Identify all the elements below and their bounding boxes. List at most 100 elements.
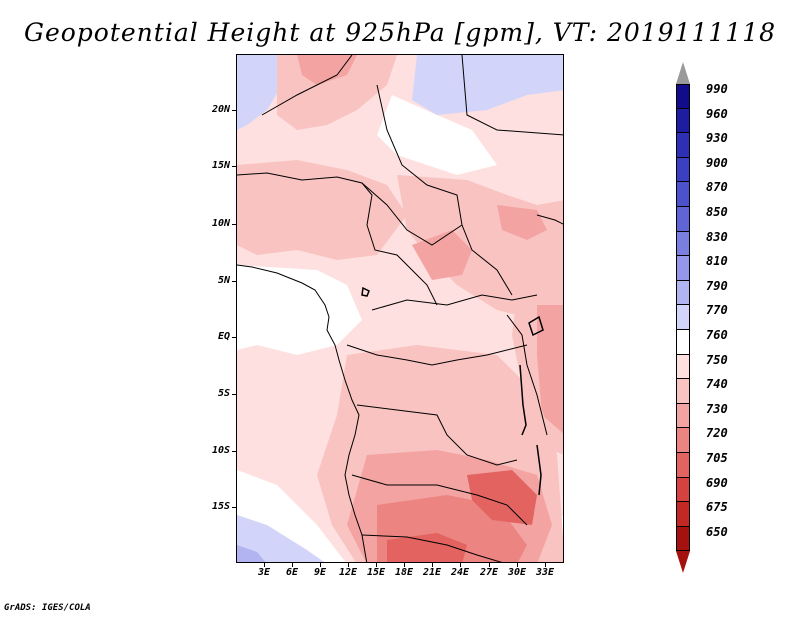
colorbar-label: 990 <box>706 82 728 96</box>
colorbar-label: 810 <box>706 254 728 269</box>
lat-label-15n: 15N <box>211 160 230 171</box>
lon-tick <box>320 563 321 567</box>
colorbar-segment <box>676 231 690 257</box>
colorbar-segment <box>676 330 690 355</box>
lon-tick <box>460 563 461 567</box>
colorbar-label: 650 <box>706 524 728 539</box>
lat-tick <box>232 281 236 282</box>
lon-tick <box>292 563 293 567</box>
lon-tick <box>376 563 377 567</box>
field-zone-760-north <box>377 95 497 175</box>
lat-label-20n: 20N <box>211 104 230 115</box>
lon-label-6e: 6E <box>285 567 299 578</box>
lat-label-5s: 5S <box>217 388 230 399</box>
colorbar-label: 770 <box>706 303 728 318</box>
political-boundaries <box>237 55 563 562</box>
geopotential-field <box>237 55 563 562</box>
lat-tick <box>232 224 236 225</box>
drc-angola-border <box>356 404 518 466</box>
field-zone-730-lakes <box>537 305 563 434</box>
colorbar-label: 900 <box>706 155 728 170</box>
field-zone-705-namibia <box>387 533 467 562</box>
angola-zambia-border <box>351 474 528 526</box>
colorbar-bottom-arrow <box>676 551 690 574</box>
libya-chad-sudan-border <box>376 84 513 296</box>
field-zone-760-gulf <box>237 265 362 355</box>
lon-tick <box>404 563 405 567</box>
colorbar-segment <box>676 182 690 207</box>
ethiopia-border <box>536 214 563 225</box>
lat-label-10n: 10N <box>211 218 230 229</box>
colorbar-label: 730 <box>706 401 728 416</box>
lon-label-27e: 27E <box>479 567 499 578</box>
lon-label-24e: 24E <box>450 567 470 578</box>
colorbar-label: 930 <box>706 131 728 146</box>
field-zone-790-sw <box>237 545 266 562</box>
colorbar-label: 760 <box>706 328 728 342</box>
colorbar-segment <box>676 133 690 158</box>
namibia-botswana-border <box>361 534 503 562</box>
lon-tick <box>489 563 490 567</box>
lakes-outlines <box>361 286 544 496</box>
map-title: Geopotential Height at 925hPa [gpm], VT:… <box>23 18 777 47</box>
field-zone-770-ne <box>412 55 563 115</box>
lat-tick <box>232 110 236 111</box>
lake-tanganyika <box>519 364 527 436</box>
colorbar-segment <box>676 305 690 330</box>
field-zone-730-north <box>297 55 357 85</box>
lat-tick <box>232 337 236 338</box>
colorbar-label: 705 <box>706 451 728 465</box>
niger-chad-border <box>361 182 463 246</box>
lon-label-3e: 3E <box>257 567 271 578</box>
lake-victoria <box>528 315 544 337</box>
lake-malawi <box>536 444 542 496</box>
lon-label-21e: 21E <box>422 567 442 578</box>
field-zone-730-sudan <box>497 205 547 240</box>
lon-label-18e: 18E <box>394 567 414 578</box>
lon-label-9e: 9E <box>313 567 327 578</box>
colorbar-segment <box>676 502 690 527</box>
lat-label-10s: 10S <box>211 445 230 456</box>
egypt-sudan-border <box>461 55 563 136</box>
lon-tick <box>545 563 546 567</box>
colorbar-segment <box>676 453 690 478</box>
colorbar-segment <box>676 108 690 134</box>
colorbar-segment <box>676 157 690 183</box>
colorbar-segment <box>676 526 690 552</box>
lon-tick <box>432 563 433 567</box>
colorbar-label: 790 <box>706 278 728 293</box>
colorbar-label: 720 <box>706 426 728 441</box>
lon-label-12e: 12E <box>338 567 358 578</box>
great-lakes-border <box>506 314 548 436</box>
field-zone-770-sw <box>237 515 325 562</box>
colorbar-segment <box>676 84 690 109</box>
lon-tick <box>517 563 518 567</box>
colorbar-label: 690 <box>706 475 728 490</box>
colorbar-segment <box>676 428 690 453</box>
colorbar-label: 960 <box>706 106 728 121</box>
colorbar-label: 675 <box>706 500 728 515</box>
lat-label-eq: EQ <box>217 331 230 342</box>
car-border <box>371 294 538 311</box>
congo-north-border <box>346 344 528 366</box>
lat-label-5n: 5N <box>217 275 230 286</box>
lake-chad <box>361 286 370 297</box>
lat-tick <box>232 394 236 395</box>
atlantic-coastline <box>237 264 368 562</box>
lat-label-15s: 15S <box>211 501 230 512</box>
map-panel <box>236 54 564 563</box>
colorbar-segment <box>676 280 690 306</box>
colorbar-label: 870 <box>706 180 728 195</box>
colorbar-segment <box>676 207 690 232</box>
lon-label-15e: 15E <box>366 567 386 578</box>
lat-tick <box>232 166 236 167</box>
colorbar-label: 750 <box>706 352 728 367</box>
lon-label-30e: 30E <box>507 567 527 578</box>
colorbar-segment <box>676 477 690 503</box>
grads-credit: GrADS: IGES/COLA <box>4 603 91 613</box>
sahel-border <box>237 172 438 306</box>
lon-label-33e: 33E <box>535 567 555 578</box>
lon-tick <box>264 563 265 567</box>
colorbar-segment <box>676 354 690 380</box>
colorbar-label: 830 <box>706 229 728 244</box>
